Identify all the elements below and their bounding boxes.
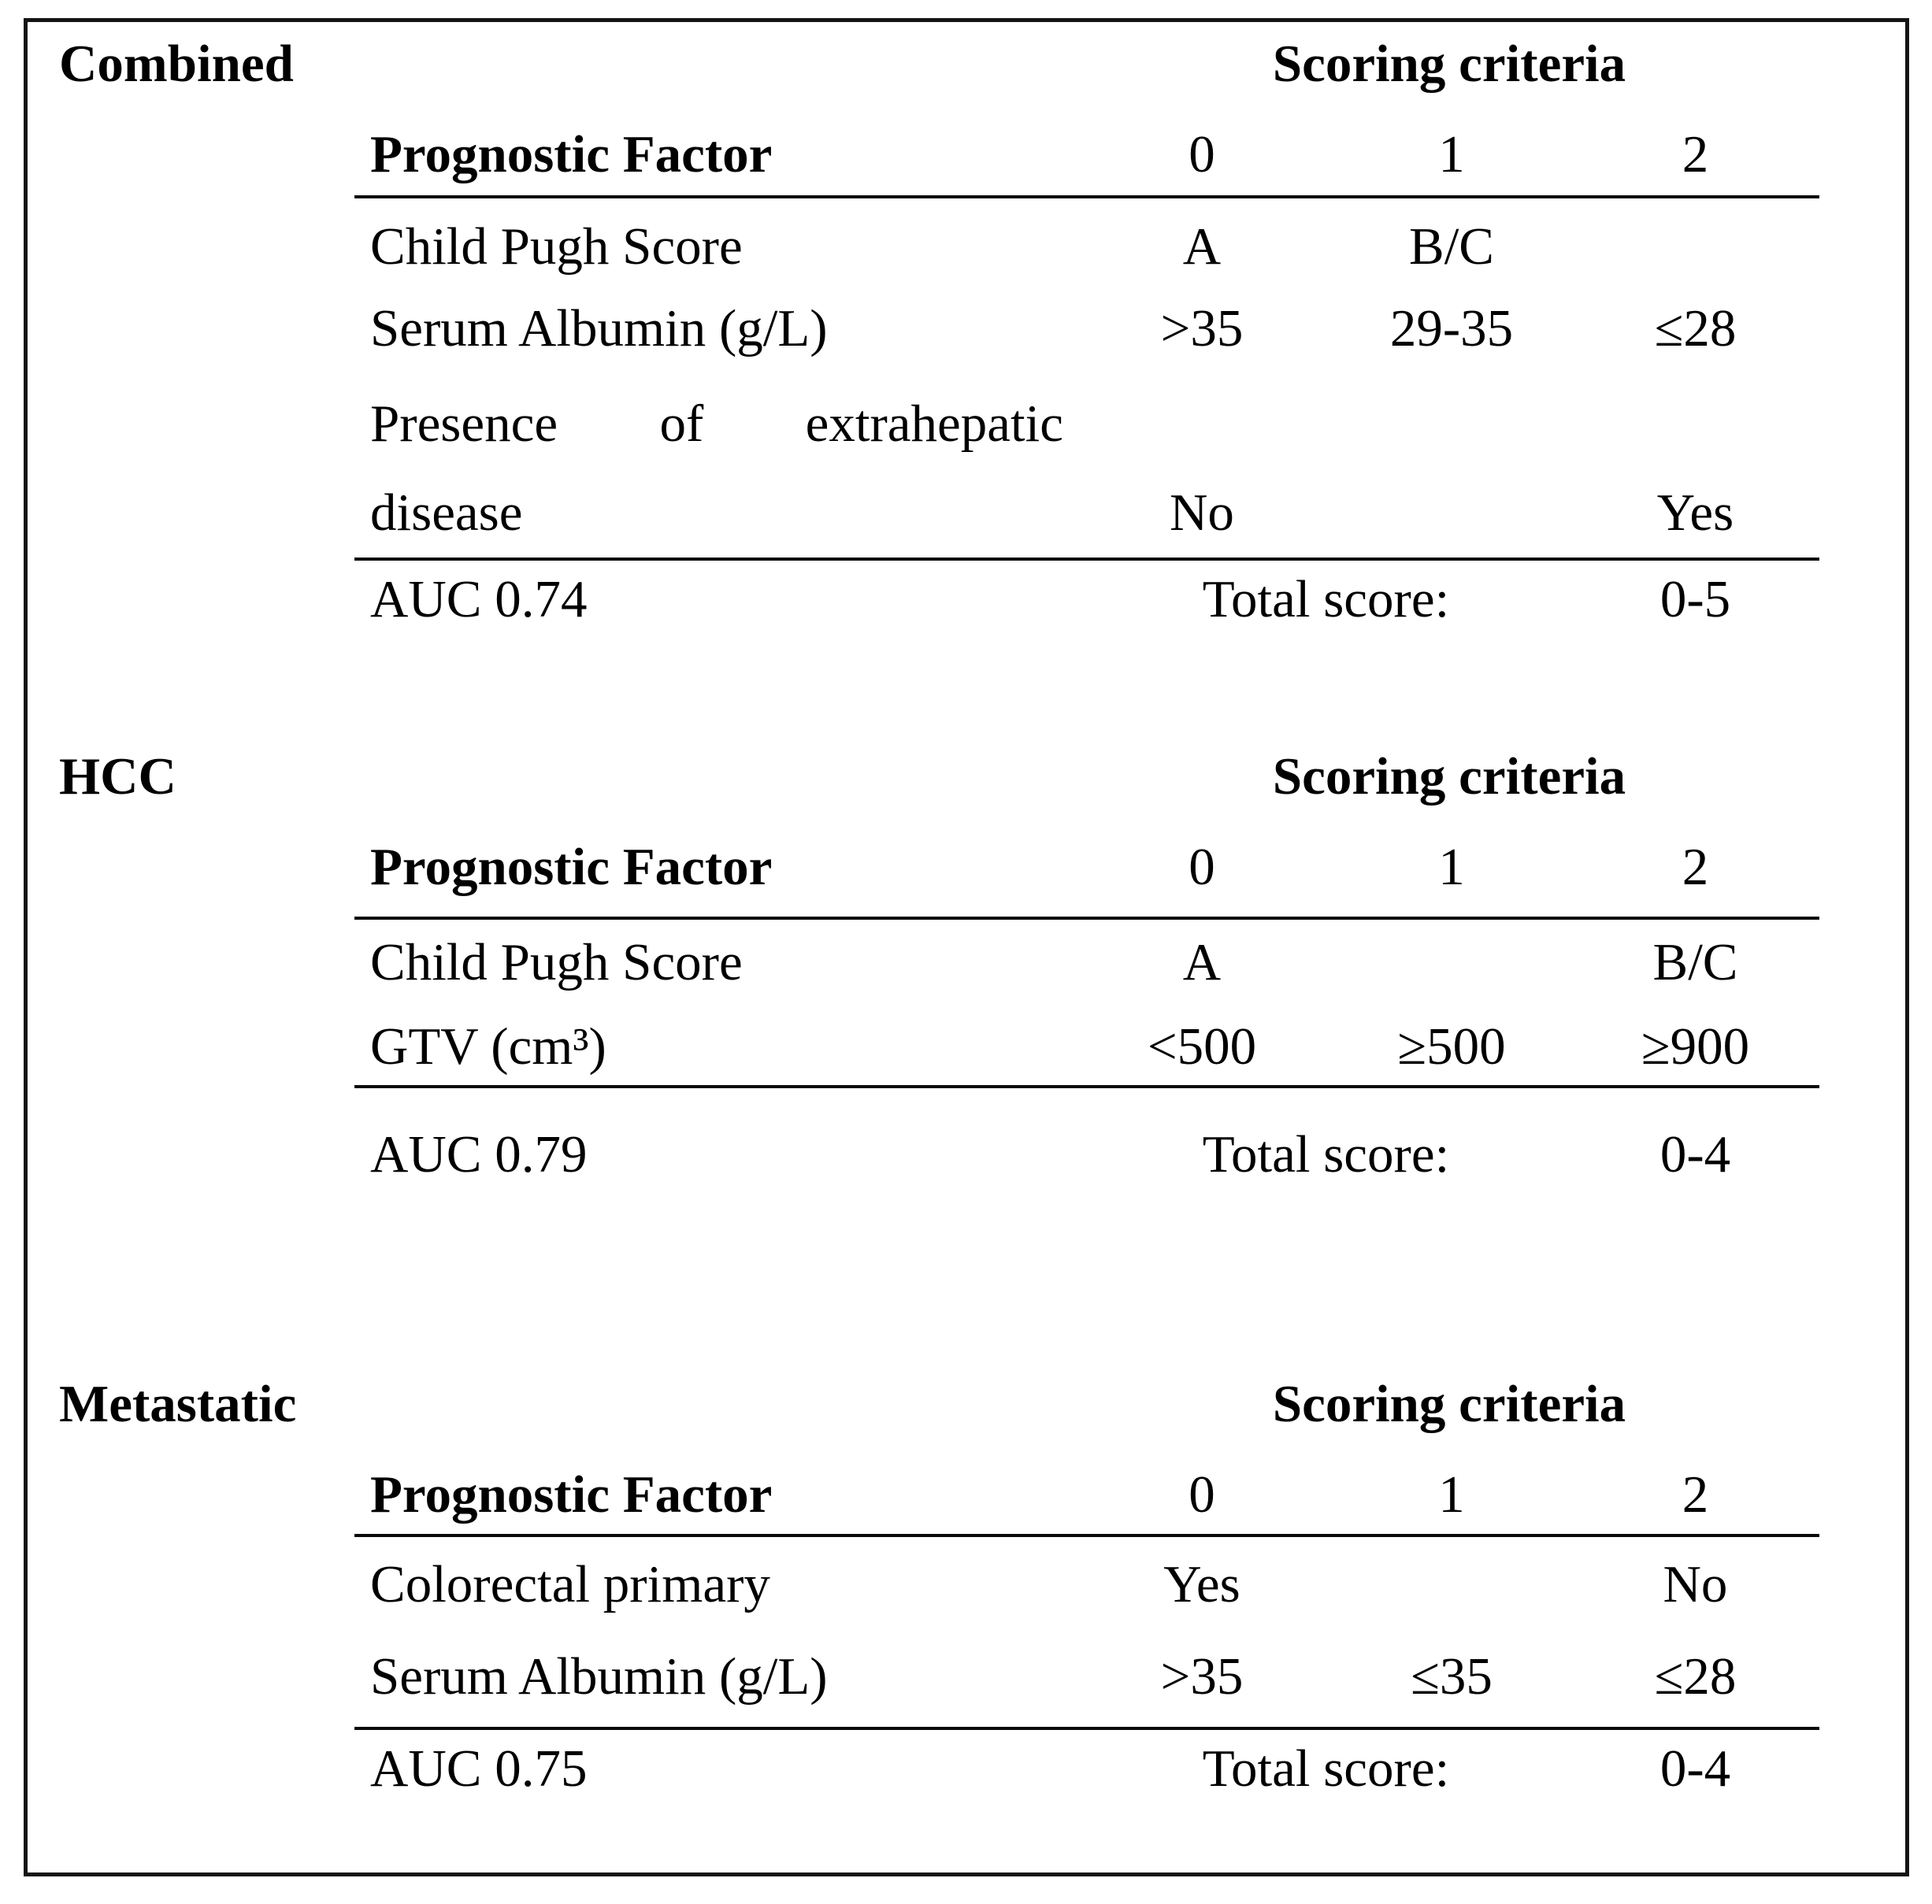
- footer-rule: [354, 557, 1819, 561]
- score-cell-2: ≤28: [1654, 299, 1737, 357]
- group-label: Metastatic: [59, 1375, 297, 1433]
- factor-cell: Child Pugh Score: [370, 217, 743, 276]
- score-cell-0: >35: [1160, 299, 1244, 357]
- header-rule: [354, 917, 1819, 920]
- score-cell-1: ≥500: [1397, 1017, 1506, 1076]
- score-cell-1: B/C: [1409, 217, 1494, 276]
- score-cell-0: <500: [1147, 1017, 1257, 1076]
- outer-frame: [24, 18, 1909, 1876]
- score-cell-0: >35: [1160, 1647, 1244, 1706]
- score-column-header-1: 1: [1438, 1465, 1465, 1524]
- factor-cell: disease: [370, 483, 523, 542]
- factor-cell: Child Pugh Score: [370, 933, 743, 991]
- score-cell-1: ≤35: [1411, 1647, 1493, 1706]
- score-column-header-0: 0: [1188, 838, 1215, 896]
- factor-cell: Serum Albumin (g/L): [370, 1647, 828, 1706]
- scoring-criteria-header: Scoring criteria: [1272, 747, 1626, 806]
- score-cell-2: ≤28: [1654, 1647, 1737, 1706]
- footer-rule: [354, 1727, 1819, 1730]
- total-score-label: Total score:: [1202, 570, 1450, 628]
- prognostic-factor-header: Prognostic Factor: [370, 1465, 773, 1524]
- auc-label: AUC 0.79: [370, 1125, 588, 1184]
- scoring-criteria-header: Scoring criteria: [1272, 35, 1626, 93]
- header-rule: [354, 195, 1819, 198]
- factor-cell: GTV (cm³): [370, 1017, 606, 1076]
- total-score-value: 0-4: [1659, 1739, 1731, 1798]
- prognostic-factor-header: Prognostic Factor: [370, 838, 773, 896]
- total-score-value: 0-5: [1659, 570, 1731, 628]
- score-column-header-1: 1: [1438, 838, 1465, 896]
- score-column-header-0: 0: [1188, 1465, 1215, 1524]
- prognostic-factor-header: Prognostic Factor: [370, 125, 773, 183]
- score-cell-1: 29-35: [1389, 299, 1514, 357]
- score-column-header-2: 2: [1682, 838, 1709, 896]
- footer-rule: [354, 1085, 1819, 1088]
- factor-cell: Presence of extrahepatic: [370, 395, 1063, 453]
- score-cell-2: B/C: [1652, 933, 1738, 991]
- factor-cell: Serum Albumin (g/L): [370, 299, 828, 357]
- score-cell-0: A: [1182, 217, 1222, 276]
- score-column-header-0: 0: [1188, 125, 1215, 183]
- score-column-header-1: 1: [1438, 125, 1465, 183]
- auc-label: AUC 0.75: [370, 1739, 588, 1798]
- total-score-label: Total score:: [1202, 1739, 1450, 1798]
- score-cell-0: No: [1170, 483, 1234, 542]
- score-cell-0: Yes: [1163, 1555, 1240, 1613]
- score-cell-2: ≥900: [1641, 1017, 1750, 1076]
- score-cell-2: Yes: [1656, 483, 1734, 542]
- score-cell-0: A: [1182, 933, 1222, 991]
- group-label: Combined: [59, 35, 294, 93]
- scoring-criteria-header: Scoring criteria: [1272, 1375, 1626, 1433]
- total-score-label: Total score:: [1202, 1125, 1450, 1184]
- score-cell-2: No: [1663, 1555, 1728, 1613]
- header-rule: [354, 1534, 1819, 1537]
- score-column-header-2: 2: [1682, 125, 1709, 183]
- score-column-header-2: 2: [1682, 1465, 1709, 1524]
- group-label: HCC: [59, 747, 176, 806]
- auc-label: AUC 0.74: [370, 570, 588, 628]
- total-score-value: 0-4: [1659, 1125, 1731, 1184]
- factor-cell: Colorectal primary: [370, 1555, 770, 1613]
